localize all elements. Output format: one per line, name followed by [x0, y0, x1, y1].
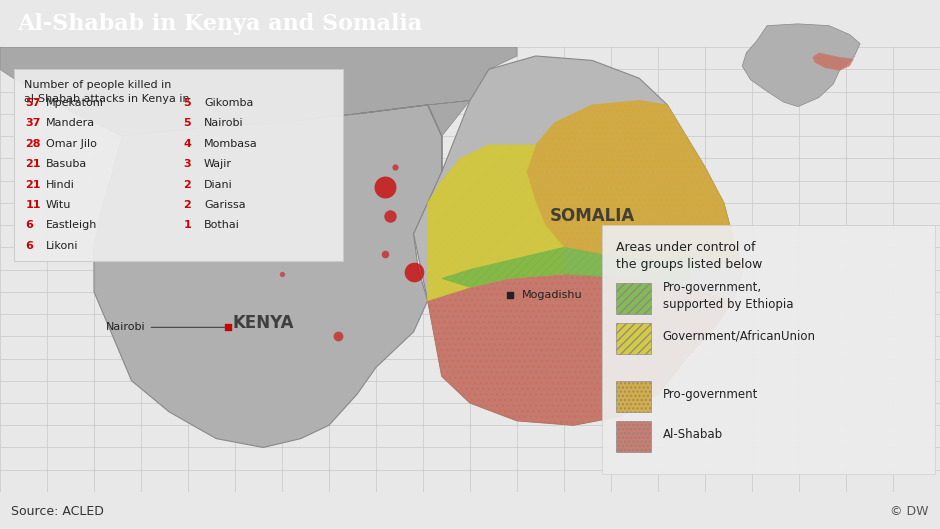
Point: [387, 163, 402, 171]
Text: 1: 1: [183, 221, 191, 231]
Polygon shape: [442, 247, 696, 287]
Text: 6: 6: [25, 241, 33, 251]
Text: Basuba: Basuba: [46, 159, 87, 169]
Text: 2: 2: [183, 200, 191, 210]
Polygon shape: [812, 52, 854, 70]
Text: 5: 5: [183, 98, 191, 108]
Text: Witu: Witu: [46, 200, 71, 210]
Polygon shape: [428, 274, 733, 425]
Text: 57: 57: [25, 98, 40, 108]
Text: Number of people killed in
al-Shabab attacks in Kenya in: Number of people killed in al-Shabab att…: [24, 80, 189, 104]
Polygon shape: [526, 101, 743, 269]
Text: Wajir: Wajir: [204, 159, 232, 169]
Text: Mogadishu: Mogadishu: [522, 290, 582, 300]
Point: [378, 183, 393, 191]
FancyBboxPatch shape: [616, 421, 651, 452]
Polygon shape: [428, 145, 564, 300]
FancyBboxPatch shape: [616, 381, 651, 412]
FancyBboxPatch shape: [602, 225, 935, 474]
Text: Mandera: Mandera: [46, 118, 95, 128]
Point: [378, 250, 393, 258]
Text: Mombasa: Mombasa: [204, 139, 258, 149]
Text: Bothai: Bothai: [204, 221, 240, 231]
Point: [406, 268, 421, 276]
Text: Al-Shabab: Al-Shabab: [663, 427, 723, 441]
Polygon shape: [743, 24, 860, 106]
Text: Areas under control of
the groups listed below: Areas under control of the groups listed…: [616, 241, 762, 271]
Text: Mpekatoni: Mpekatoni: [46, 98, 104, 108]
Text: 4: 4: [183, 139, 191, 149]
FancyBboxPatch shape: [616, 283, 651, 314]
Point: [331, 332, 346, 341]
Text: Source: ACLED: Source: ACLED: [11, 505, 104, 518]
Text: KENYA: KENYA: [232, 314, 294, 332]
Text: Hindi: Hindi: [46, 179, 75, 189]
Text: 28: 28: [25, 139, 40, 149]
Text: 2: 2: [183, 179, 191, 189]
Text: 6: 6: [25, 221, 33, 231]
Text: Pro-government,
supported by Ethiopia: Pro-government, supported by Ethiopia: [663, 281, 793, 311]
Text: 5: 5: [183, 118, 191, 128]
Text: Nairobi: Nairobi: [204, 118, 243, 128]
FancyBboxPatch shape: [14, 69, 343, 261]
Text: Likoni: Likoni: [46, 241, 79, 251]
Point: [221, 323, 236, 332]
Text: 3: 3: [183, 159, 191, 169]
Text: Pro-government: Pro-government: [663, 388, 758, 400]
Point: [274, 270, 290, 278]
Polygon shape: [0, 47, 517, 171]
Polygon shape: [357, 56, 743, 425]
Text: Eastleigh: Eastleigh: [46, 221, 98, 231]
Text: 11: 11: [25, 200, 40, 210]
Text: © DW: © DW: [890, 505, 929, 518]
FancyBboxPatch shape: [616, 323, 651, 354]
Text: Nairobi: Nairobi: [106, 322, 226, 332]
Text: Omar Jilo: Omar Jilo: [46, 139, 97, 149]
Text: 21: 21: [25, 159, 40, 169]
Text: Gikomba: Gikomba: [204, 98, 254, 108]
Text: Government/AfricanUnion: Government/AfricanUnion: [663, 330, 816, 343]
Point: [503, 290, 518, 299]
Text: 37: 37: [25, 118, 40, 128]
Point: [383, 212, 398, 221]
Text: Diani: Diani: [204, 179, 233, 189]
Text: Garissa: Garissa: [204, 200, 245, 210]
Polygon shape: [94, 105, 442, 448]
Text: SOMALIA: SOMALIA: [550, 207, 634, 225]
Text: 21: 21: [25, 179, 40, 189]
Text: Al-Shabab in Kenya and Somalia: Al-Shabab in Kenya and Somalia: [17, 13, 422, 35]
